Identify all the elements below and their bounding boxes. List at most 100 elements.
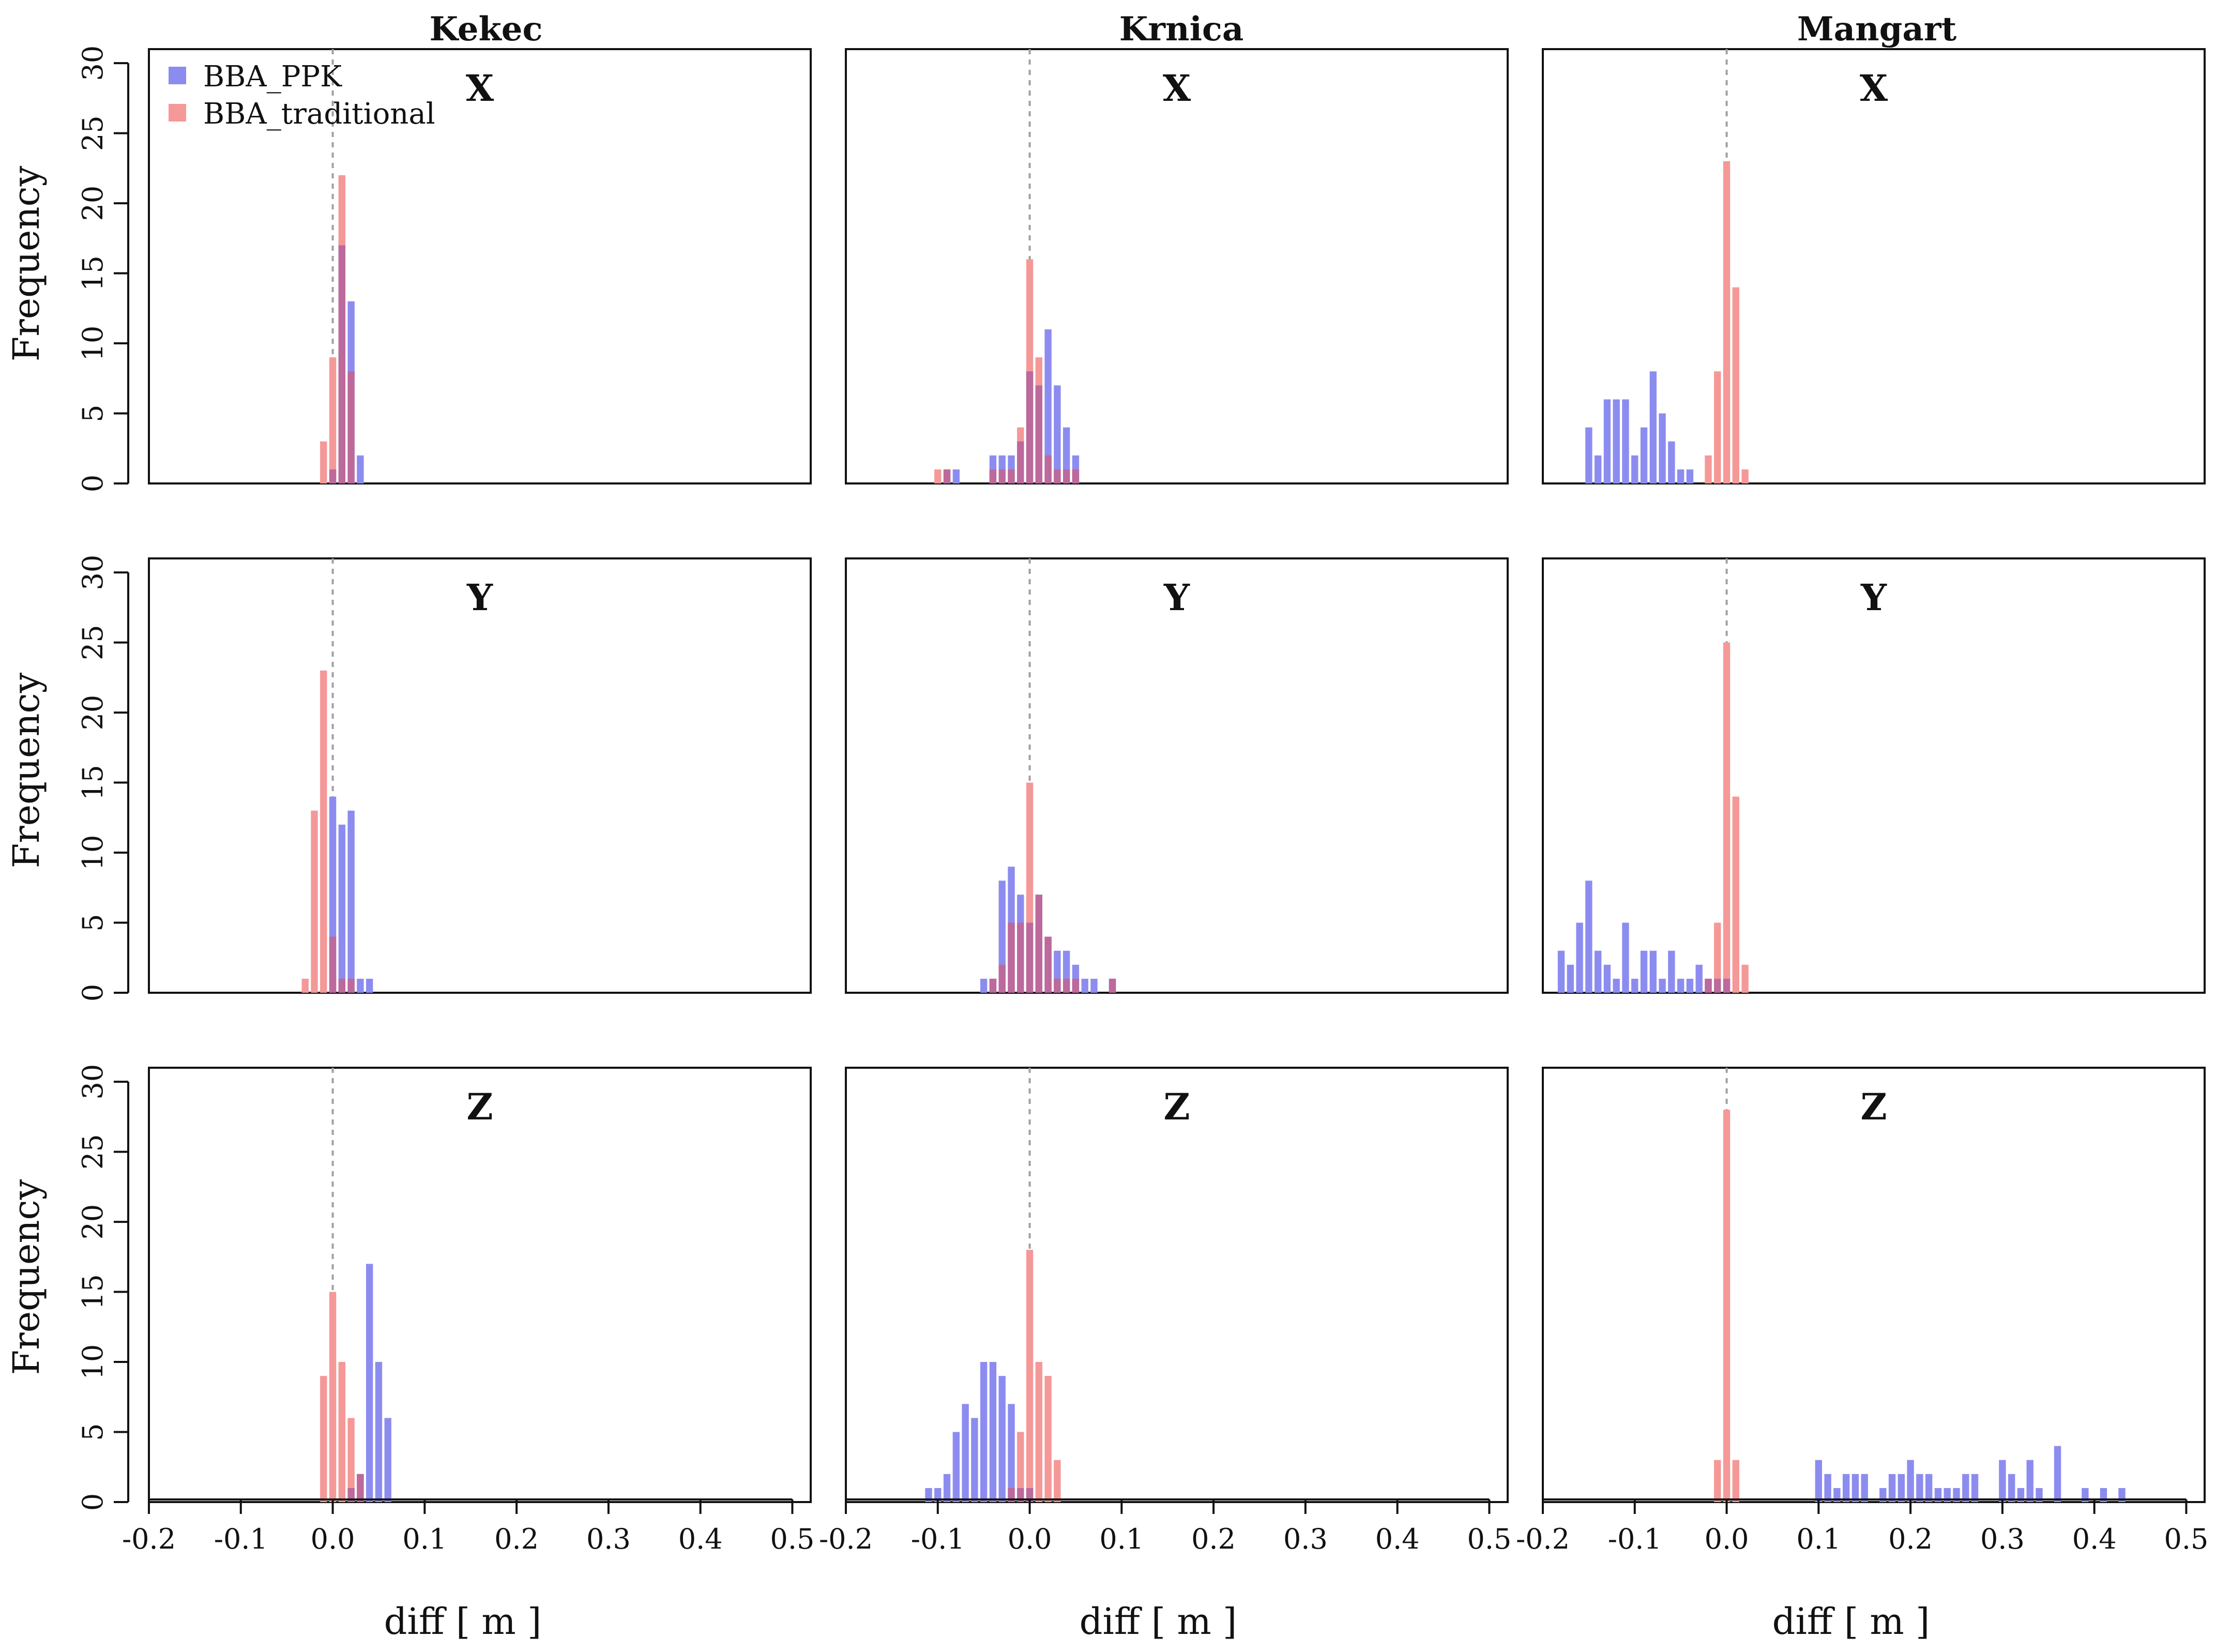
y-tick-label: 15 [77, 765, 109, 800]
y-tick-label: 25 [77, 115, 109, 151]
y-tick-label: 5 [77, 1423, 109, 1441]
traditional-bar [1732, 796, 1740, 993]
traditional-bar [1017, 1432, 1024, 1502]
traditional-bar [338, 1362, 346, 1502]
overlap-bar [1044, 936, 1052, 993]
legend-swatch [169, 67, 186, 84]
panel-component-label: Y [1860, 576, 1887, 619]
panel-component-label: Z [1860, 1085, 1887, 1128]
traditional-bar [1714, 922, 1721, 993]
overlap-bar [1054, 469, 1061, 483]
traditional-bar [320, 670, 327, 993]
ppk-bar [1622, 922, 1629, 993]
ppk-bar [338, 824, 346, 993]
overlap-bar [338, 978, 346, 993]
ppk-bar [1851, 1474, 1859, 1502]
x-tick-label: 0.1 [1099, 1523, 1144, 1555]
plot-frame [845, 48, 1509, 484]
x-tick-label: 0.2 [1888, 1523, 1933, 1555]
traditional-bar [329, 1292, 337, 1502]
x-tick-label: -0.2 [819, 1523, 873, 1555]
ppk-bar [1631, 978, 1638, 993]
traditional-bar [1044, 1376, 1052, 1502]
ppk-bar [1585, 881, 1592, 993]
overlap-bar [1008, 469, 1015, 483]
x-tick-label: 0.2 [494, 1523, 539, 1555]
ppk-bar [1640, 950, 1648, 993]
overlap-bar [347, 371, 355, 483]
ppk-bar [1008, 1404, 1015, 1502]
traditional-bar [1723, 642, 1731, 993]
ppk-bar [1054, 385, 1061, 483]
x-tick-label: -0.1 [1608, 1523, 1662, 1555]
y-tick-label: 30 [77, 46, 109, 81]
ppk-bar [1907, 1460, 1914, 1502]
traditional-bar [320, 1376, 327, 1502]
ppk-bar [980, 1362, 988, 1502]
overlap-bar [1705, 978, 1712, 993]
traditional-bar [1714, 1460, 1721, 1502]
traditional-bar [934, 469, 942, 483]
ppk-bar [366, 1264, 373, 1502]
ppk-bar [1962, 1474, 1969, 1502]
overlap-bar [1109, 978, 1116, 993]
ppk-bar [1576, 922, 1583, 993]
x-tick-label: 0.3 [586, 1523, 631, 1555]
ppk-bar [2008, 1474, 2015, 1502]
x-tick-label: 0.5 [770, 1523, 814, 1555]
ppk-bar [1640, 427, 1648, 483]
traditional-bar [311, 810, 318, 993]
ppk-bar [1916, 1474, 1923, 1502]
y-tick-label: 10 [77, 1344, 109, 1380]
y-tick-label: 0 [77, 1493, 109, 1511]
ppk-bar [1668, 950, 1675, 993]
ppk-bar [962, 1404, 969, 1502]
panel-mangart-y: Y [1542, 557, 2206, 994]
overlap-bar [1072, 469, 1080, 483]
ppk-bar [1649, 950, 1657, 993]
traditional-bar [1741, 964, 1749, 993]
legend-label: BBA_traditional [203, 97, 435, 131]
ppk-bar [1659, 413, 1666, 483]
ppk-bar [1898, 1474, 1905, 1502]
ppk-bar [1861, 1474, 1868, 1502]
ppk-bar [1815, 1460, 1823, 1502]
overlap-bar [998, 964, 1006, 993]
panel-component-label: X [466, 67, 494, 110]
overlap-bar [1008, 922, 1015, 993]
x-axis-label-mangart: diff [ m ] [1772, 1600, 1930, 1643]
legend-label: BBA_PPK [203, 60, 342, 94]
overlap-bar [1714, 978, 1721, 993]
x-tick-label: -0.2 [1516, 1523, 1570, 1555]
panel-component-label: Z [466, 1085, 493, 1128]
traditional-bar [320, 441, 327, 483]
traditional-bar [1732, 1460, 1740, 1502]
y-axis-label-row-x: Frequency [5, 165, 48, 361]
overlap-bar [998, 469, 1006, 483]
y-tick-label: 5 [77, 404, 109, 422]
ppk-bar [989, 1362, 997, 1502]
plot-frame [845, 1067, 1509, 1503]
x-tick-label: 0.4 [1375, 1523, 1420, 1555]
ppk-bar [1594, 950, 1602, 993]
y-tick-label: 15 [77, 255, 109, 291]
ppk-bar [1686, 978, 1694, 993]
ppk-bar [980, 978, 988, 993]
ppk-bar [1613, 978, 1620, 993]
x-tick-label: 0.0 [1008, 1523, 1052, 1555]
y-tick-label: 20 [77, 695, 109, 731]
ppk-bar [1659, 978, 1666, 993]
overlap-bar [1063, 469, 1070, 483]
ppk-bar [1695, 964, 1703, 993]
y-tick-label: 30 [77, 1064, 109, 1100]
plot-frame [148, 48, 812, 484]
panel-krnica-x: X [845, 48, 1509, 484]
panel-krnica-z: Z -0.2 -0.1 0.0 0.1 0.2 0.3 0.4 0.5 [819, 1067, 1511, 1555]
panel-mangart-z: Z -0.2 -0.1 0.0 0.1 0.2 0.3 0.4 0.5 [1516, 1067, 2208, 1555]
plot-frame [1542, 48, 2206, 484]
ppk-bar [357, 978, 364, 993]
ppk-bar [1622, 399, 1629, 483]
overlap-bar [338, 245, 346, 483]
